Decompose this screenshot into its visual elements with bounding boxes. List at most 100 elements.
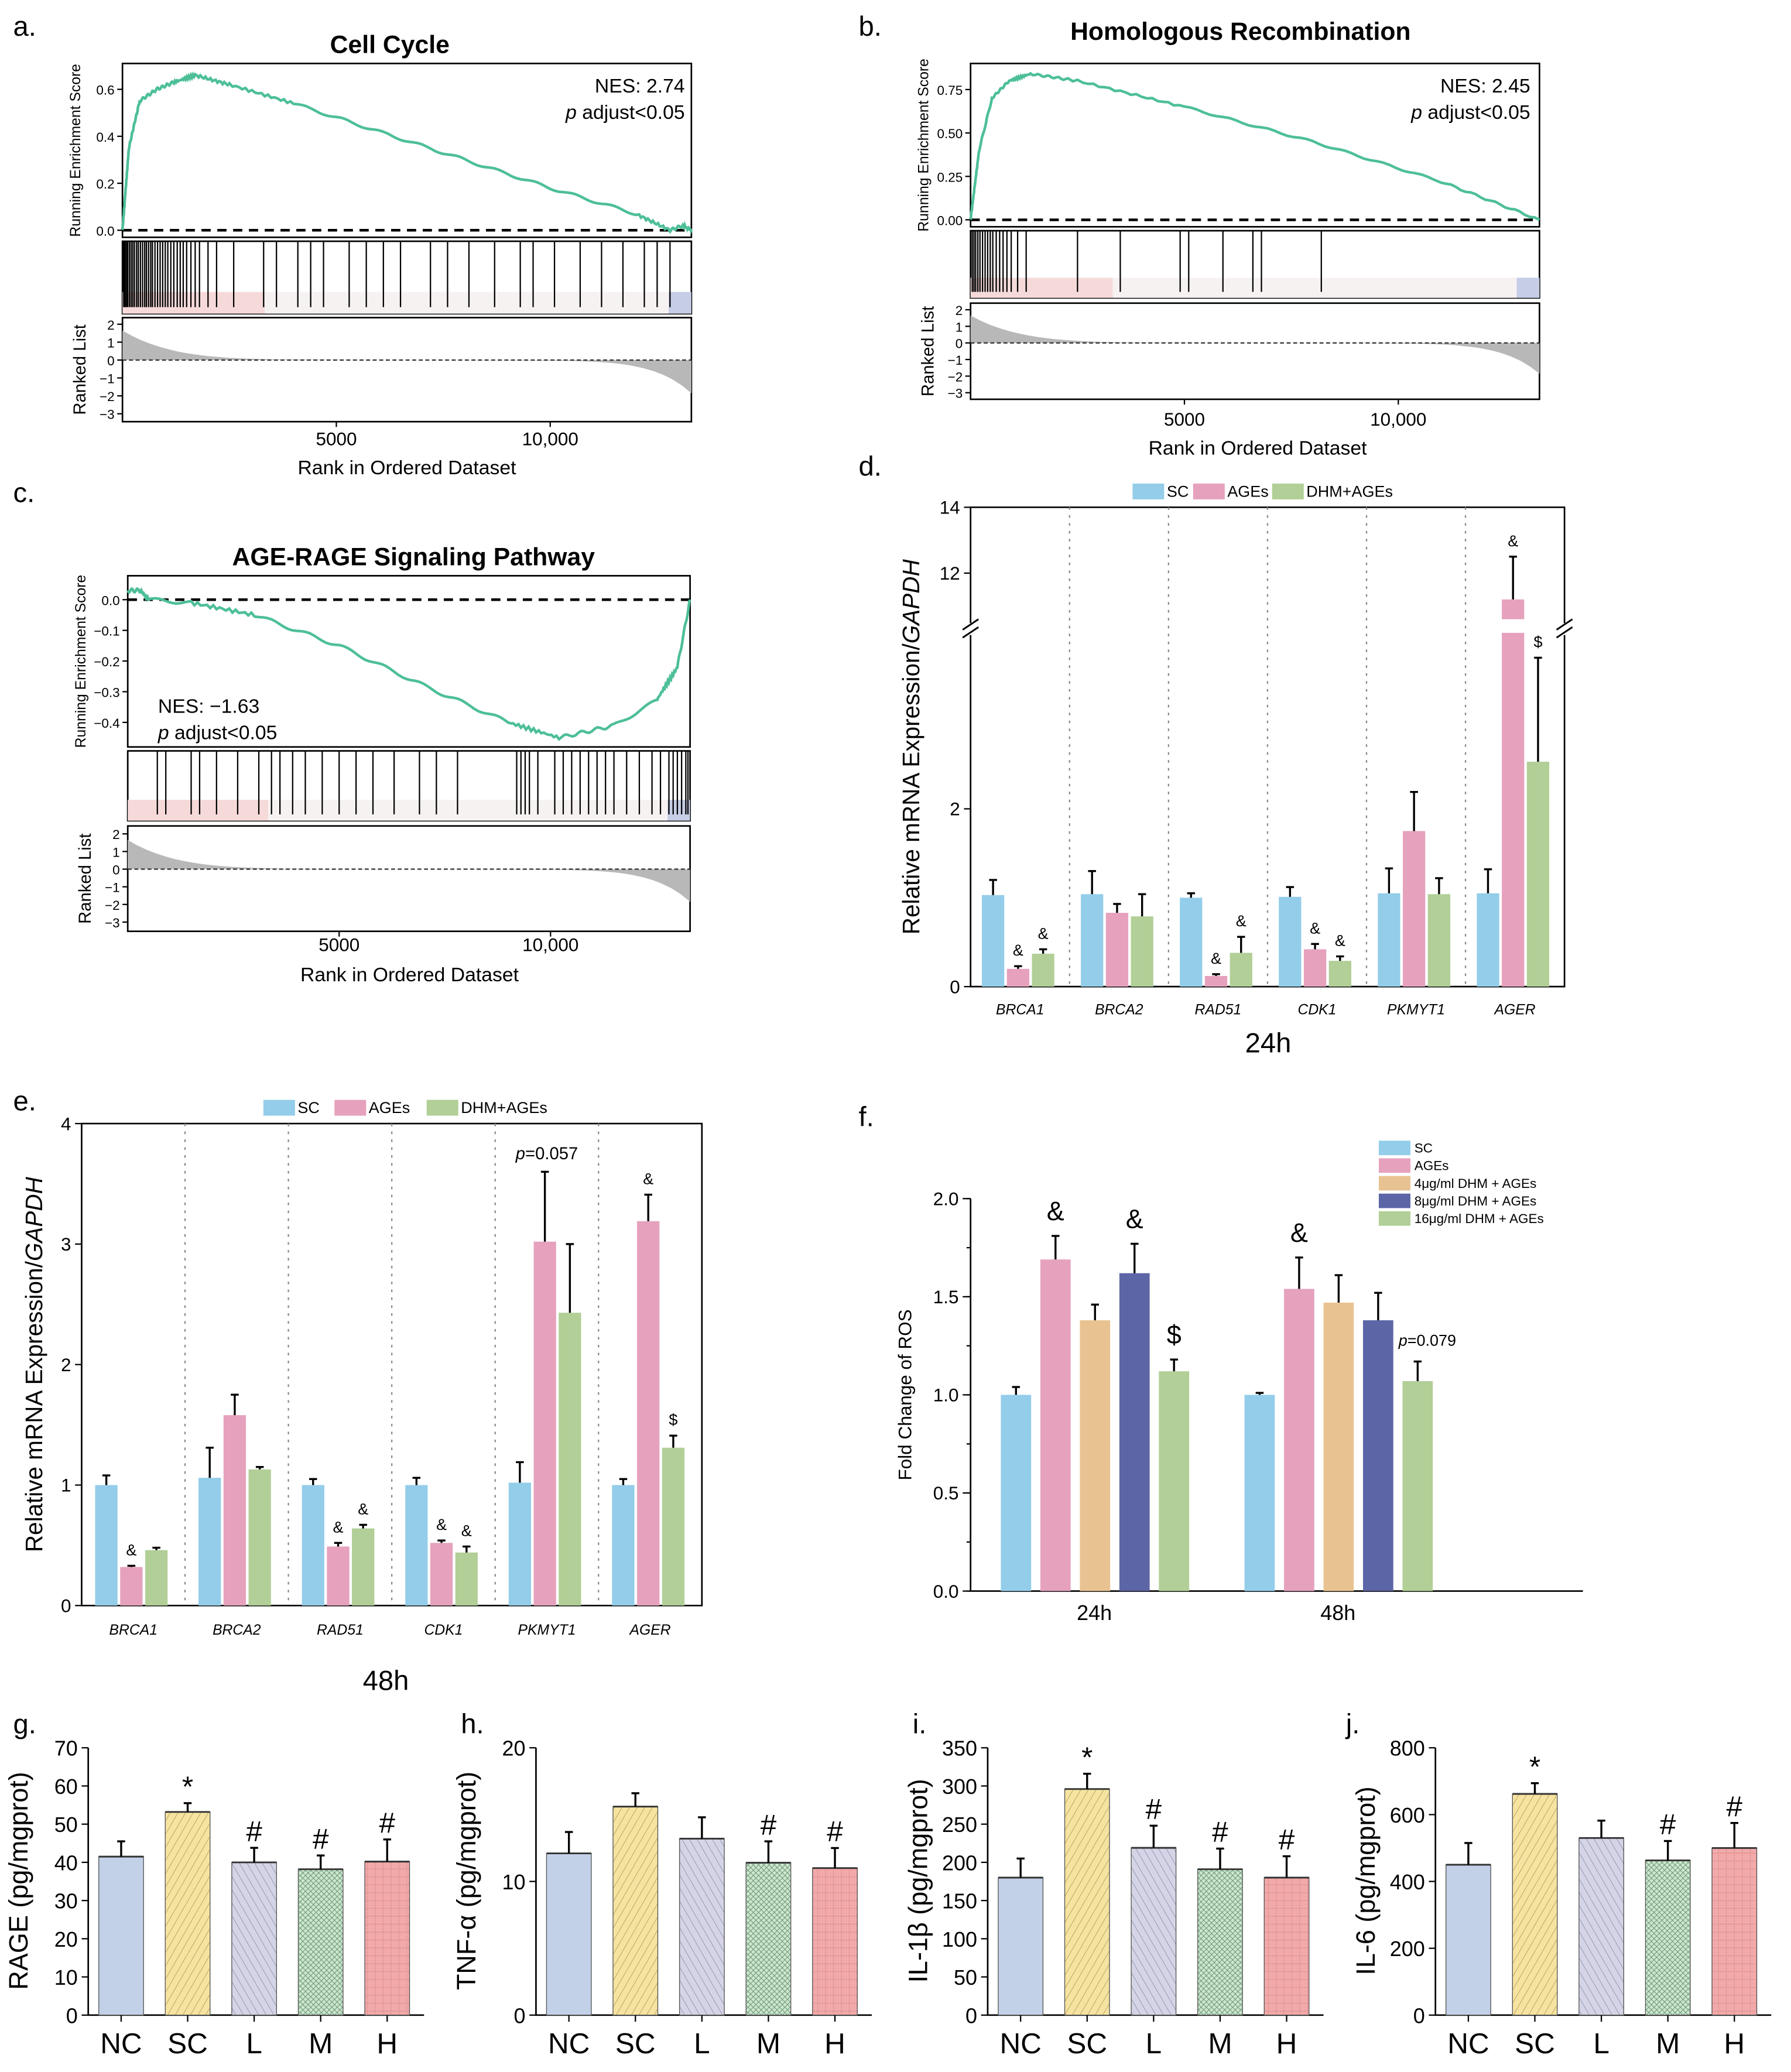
- y-axis-label: Running Enrichment Score: [916, 59, 932, 232]
- bar: [352, 1528, 375, 1606]
- bar: [1105, 913, 1129, 987]
- significance-mark: &: [436, 1516, 447, 1533]
- panel-label: j.: [1345, 1708, 1360, 1739]
- p-adjust-label: p adjust<0.05: [565, 101, 684, 124]
- bar: [1180, 898, 1203, 987]
- bar: [662, 1447, 685, 1606]
- significance-mark: &: [1038, 924, 1049, 942]
- significance-mark: &: [333, 1518, 343, 1536]
- significance-mark: *: [1529, 1751, 1540, 1783]
- significance-mark: $: [1533, 633, 1542, 650]
- legend-swatch: [1378, 1141, 1410, 1156]
- bar: [98, 1856, 144, 2016]
- significance-mark: &: [1335, 932, 1345, 950]
- y-tick-label: −0.1: [94, 624, 119, 639]
- y-tick-label: 70: [54, 1737, 78, 1761]
- rank-tick-label: −2: [105, 898, 120, 913]
- y-tick-label: −0.4: [94, 716, 119, 731]
- bar: [679, 1838, 725, 2016]
- y-tick-label: 0.5: [933, 1483, 959, 1504]
- bar: [327, 1546, 350, 1606]
- bar: [1427, 894, 1451, 987]
- x-axis-label: 24h: [1245, 1028, 1292, 1059]
- category-label: RAD51: [317, 1622, 364, 1638]
- legend-label: SC: [297, 1099, 320, 1117]
- significance-mark: &: [126, 1541, 136, 1559]
- y-tick-label: 10: [54, 1965, 78, 1989]
- bar: [1159, 1371, 1190, 1591]
- bar: [533, 1241, 556, 1606]
- y-tick-label: 150: [942, 1889, 977, 1913]
- ros-panel: SC AGEs 4μg/ml DHM + AGEs 8μg/ml DHM + AGEs…: [895, 1141, 1583, 1625]
- es-plot-frame: [970, 63, 1540, 228]
- category-label: NC: [999, 2028, 1041, 2060]
- panel-label: f.: [859, 1102, 874, 1133]
- significance-mark: #: [761, 1809, 777, 1841]
- gsea-panel-b: Homologous Recombination 0.00 0.25 0.50 0.75…: [916, 18, 1540, 459]
- x-axis-label: Rank in Ordered Dataset: [298, 457, 517, 479]
- y-tick-label: 0.6: [96, 83, 114, 98]
- bar: [198, 1478, 221, 1606]
- y-axis-label: Relative mRNA Expression/GAPDH: [20, 1176, 47, 1552]
- category-label: RAD51: [1195, 1002, 1242, 1018]
- bar: [1279, 896, 1302, 987]
- bar: [1284, 1289, 1314, 1591]
- panel-label: a.: [13, 11, 36, 42]
- significance-mark: #: [313, 1823, 329, 1855]
- rank-tick-label: −2: [100, 389, 115, 404]
- p-symbol: p: [157, 721, 169, 744]
- y-axis-label: Running Enrichment Score: [68, 64, 84, 237]
- category-label: SC: [1067, 2028, 1107, 2060]
- legend-swatch: [263, 1100, 295, 1116]
- bar: [1645, 1859, 1691, 2016]
- significance-mark: *: [1081, 1741, 1093, 1773]
- axis-break-gap: [963, 623, 1573, 635]
- legend-label: AGEs: [1415, 1159, 1449, 1173]
- rank-gradient-negative: [667, 799, 690, 821]
- ranked-metric-area: [122, 330, 691, 393]
- significance-mark: &: [1047, 1196, 1064, 1226]
- y-tick-label: 600: [1390, 1803, 1425, 1827]
- bar: [430, 1543, 453, 1606]
- y-tick-label: 2: [61, 1355, 71, 1375]
- y-tick-label: 1: [61, 1475, 71, 1496]
- category-label: AGER: [1494, 1002, 1536, 1018]
- legend-label: SC: [1415, 1141, 1433, 1156]
- bar: [364, 1861, 410, 2016]
- p-symbol: p: [515, 1145, 525, 1163]
- rank-gradient-positive: [122, 292, 265, 314]
- significance-mark: #: [379, 1807, 396, 1840]
- bar: [455, 1552, 478, 1606]
- significance-mark: #: [1279, 1824, 1295, 1856]
- bar: [1040, 1259, 1071, 1591]
- elisa-panel-i: 0 50 100 150 200 250 300 350 IL-1β (pg/mgprot) NC…: [903, 1737, 1324, 2060]
- category-label: L: [694, 2028, 710, 2060]
- y-label-text: Relative mRNA Expression/: [898, 643, 924, 934]
- bar: [120, 1567, 143, 1606]
- category-label: H: [1276, 2028, 1297, 2060]
- y-tick-label: 20: [502, 1737, 525, 1761]
- rna-24h-panel: SC AGEs DHM+AGEs 0 2 12 14 Relative mRNA Expres…: [898, 482, 1573, 1059]
- x-tick-label: 10,000: [522, 429, 578, 450]
- panel-label: e.: [13, 1086, 36, 1117]
- bar: [612, 1485, 635, 1606]
- x-tick-label: 10,000: [1370, 409, 1426, 430]
- bar: [1378, 893, 1400, 987]
- significance-mark: &: [1508, 532, 1518, 550]
- elisa-panel-g: 0 10 20 30 40 50 60 70 RAGE (pg/mgprot) NC SC * L # M #…: [4, 1737, 424, 2060]
- significance-mark: &: [1236, 912, 1246, 930]
- category-label: BRCA1: [109, 1622, 157, 1638]
- x-tick-label: 5000: [319, 934, 359, 955]
- chart-title: Cell Cycle: [330, 30, 450, 59]
- significance-mark: #: [1212, 1816, 1228, 1848]
- y-tick-label: 10: [502, 1870, 525, 1894]
- rank-tick-label: 1: [107, 335, 115, 350]
- rank-tick-label: −3: [100, 407, 115, 422]
- bar: [302, 1485, 324, 1606]
- significance-mark: #: [1146, 1793, 1162, 1826]
- bar: [1032, 953, 1054, 987]
- bar: [223, 1415, 246, 1606]
- y-tick-label: 0: [950, 977, 960, 997]
- y-tick-label: 300: [942, 1775, 977, 1799]
